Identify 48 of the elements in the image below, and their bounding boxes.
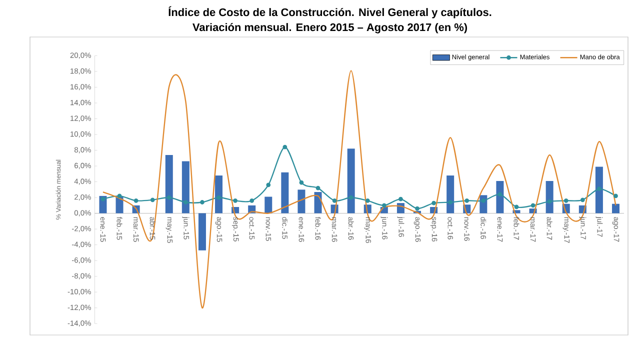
bar	[281, 172, 289, 214]
bar	[165, 154, 173, 214]
bar	[298, 190, 306, 214]
bar	[264, 196, 272, 214]
bar	[546, 180, 554, 214]
point	[514, 204, 519, 210]
point	[166, 195, 172, 200]
point	[282, 144, 288, 150]
point	[216, 195, 221, 200]
point	[464, 198, 470, 203]
point	[332, 198, 337, 203]
bar	[215, 175, 223, 214]
point	[365, 198, 370, 203]
bar	[595, 166, 603, 214]
point	[266, 182, 271, 188]
chart-subtitle: Variación mensual. Enero 2015 – Agosto 2017 (en %)	[192, 22, 467, 34]
bar	[198, 213, 206, 250]
point	[530, 203, 536, 208]
point	[382, 203, 386, 208]
point	[100, 196, 106, 202]
point	[481, 198, 486, 203]
point	[547, 199, 552, 204]
point	[415, 206, 420, 211]
point	[498, 192, 502, 197]
bar	[347, 148, 355, 214]
point	[117, 194, 122, 198]
point	[183, 200, 188, 204]
bar	[182, 161, 190, 214]
bar	[612, 204, 620, 214]
point	[348, 195, 354, 200]
point	[250, 198, 254, 203]
point	[614, 194, 618, 198]
point	[150, 198, 155, 202]
bar	[314, 192, 322, 214]
point	[299, 180, 304, 185]
point	[597, 186, 602, 192]
point	[233, 198, 238, 203]
bar	[446, 175, 454, 214]
point	[432, 200, 436, 206]
chart-title: Índice de Costo de la Construcción. Nivel General y capítulos.	[168, 6, 492, 18]
bar	[496, 180, 504, 214]
point	[316, 186, 320, 190]
point	[580, 198, 585, 202]
point	[134, 198, 138, 203]
point	[564, 198, 568, 203]
point	[448, 200, 453, 204]
point	[398, 196, 403, 202]
point	[200, 200, 204, 204]
